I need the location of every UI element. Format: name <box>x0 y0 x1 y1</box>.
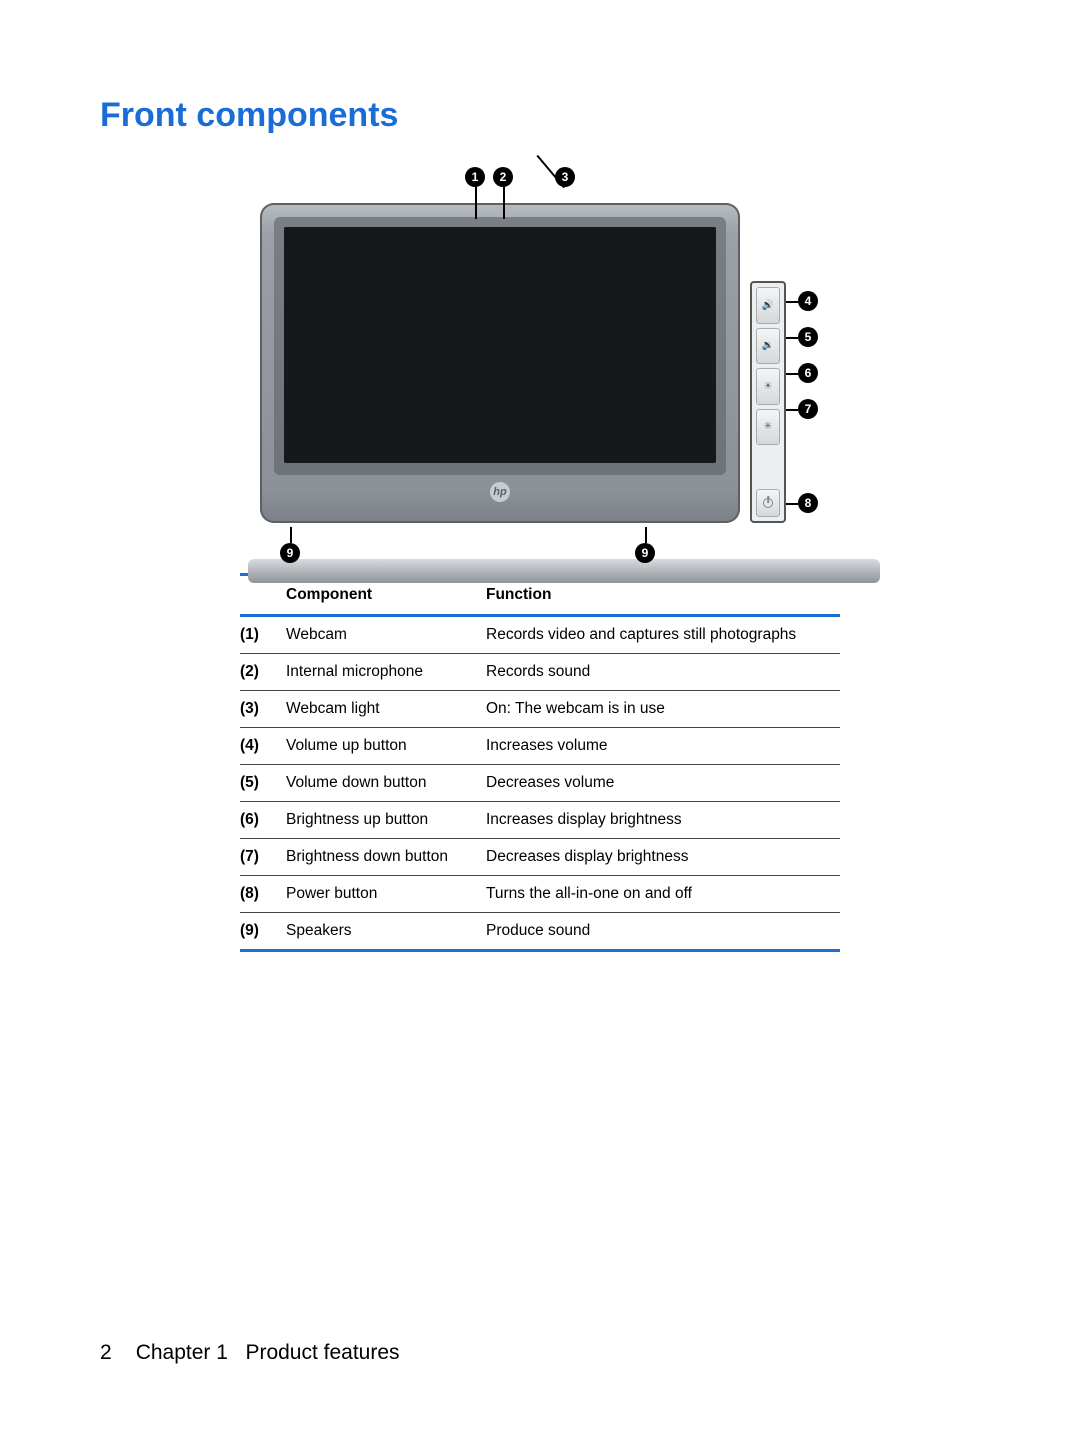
table-row: (3)Webcam lightOn: The webcam is in use <box>240 691 840 728</box>
cell-num: (9) <box>240 913 286 951</box>
callout-lead <box>503 187 505 219</box>
cell-component: Speakers <box>286 913 486 951</box>
callout-bubble-1: 1 <box>465 167 485 187</box>
cell-function: Turns the all-in-one on and off <box>486 876 840 913</box>
power-button-icon <box>756 489 780 517</box>
callout-bubble-9: 9 <box>635 543 655 563</box>
control-strip: 🔊 🔉 ☀ ✳ <box>750 281 786 523</box>
cell-component: Volume down button <box>286 765 486 802</box>
table-row: (8)Power buttonTurns the all-in-one on a… <box>240 876 840 913</box>
cell-num: (4) <box>240 728 286 765</box>
chapter-label: Chapter 1 <box>136 1341 228 1364</box>
hp-logo-icon: hp <box>490 482 510 502</box>
diagram-container: hp 🔊 🔉 ☀ ✳ 12 3 4 5 6 7 8 9 9 <box>100 163 980 563</box>
page-number: 2 <box>100 1341 112 1365</box>
cell-num: (3) <box>240 691 286 728</box>
cell-num: (7) <box>240 839 286 876</box>
callout-lead <box>786 409 798 411</box>
table-row: (7)Brightness down buttonDecreases displ… <box>240 839 840 876</box>
cell-function: Decreases display brightness <box>486 839 840 876</box>
table-row: (2)Internal microphoneRecords sound <box>240 654 840 691</box>
cell-component: Webcam <box>286 616 486 654</box>
callout-lead <box>475 187 477 219</box>
table-row: (9)SpeakersProduce sound <box>240 913 840 951</box>
monitor-outer: hp <box>260 203 740 523</box>
table-row: (1)WebcamRecords video and captures stil… <box>240 616 840 654</box>
cell-function: Decreases volume <box>486 765 840 802</box>
cell-num: (5) <box>240 765 286 802</box>
cell-component: Volume up button <box>286 728 486 765</box>
volume-down-icon: 🔉 <box>756 328 780 365</box>
monitor-chin: hp <box>274 475 726 509</box>
table-row: (6)Brightness up buttonIncreases display… <box>240 802 840 839</box>
cell-function: On: The webcam is in use <box>486 691 840 728</box>
callout-bubble-2: 2 <box>493 167 513 187</box>
cell-component: Webcam light <box>286 691 486 728</box>
callout-lead <box>786 503 798 505</box>
cell-component: Brightness down button <box>286 839 486 876</box>
cell-num: (8) <box>240 876 286 913</box>
cell-component: Internal microphone <box>286 654 486 691</box>
callout-lead <box>786 301 798 303</box>
callout-bubble-4: 4 <box>798 291 818 311</box>
components-table: Component Function (1)WebcamRecords vide… <box>240 573 840 952</box>
callout-bubble-3: 3 <box>555 167 575 187</box>
cell-function: Increases volume <box>486 728 840 765</box>
monitor-base <box>248 559 880 583</box>
table-row: (4)Volume up buttonIncreases volume <box>240 728 840 765</box>
chapter-title: Product features <box>245 1341 399 1364</box>
cell-function: Records video and captures still photogr… <box>486 616 840 654</box>
cell-component: Brightness up button <box>286 802 486 839</box>
callout-bubble-7: 7 <box>798 399 818 419</box>
cell-function: Increases display brightness <box>486 802 840 839</box>
callout-bubble-6: 6 <box>798 363 818 383</box>
callout-lead <box>290 527 292 543</box>
monitor-screen <box>284 227 716 463</box>
callout-bubble-8: 8 <box>798 493 818 513</box>
brightness-down-icon: ✳ <box>756 409 780 446</box>
callout-lead <box>786 373 798 375</box>
callout-lead <box>786 337 798 339</box>
callout-bubble-5: 5 <box>798 327 818 347</box>
callout-bubble-9: 9 <box>280 543 300 563</box>
table-row: (5)Volume down buttonDecreases volume <box>240 765 840 802</box>
cell-function: Records sound <box>486 654 840 691</box>
cell-num: (6) <box>240 802 286 839</box>
callout-lead <box>645 527 647 543</box>
cell-num: (2) <box>240 654 286 691</box>
cell-component: Power button <box>286 876 486 913</box>
section-heading: Front components <box>100 96 980 135</box>
volume-up-icon: 🔊 <box>756 287 780 324</box>
brightness-up-icon: ☀ <box>756 368 780 405</box>
front-components-diagram: hp 🔊 🔉 ☀ ✳ 12 3 4 5 6 7 8 9 9 <box>240 163 840 563</box>
cell-num: (1) <box>240 616 286 654</box>
page-footer: 2 Chapter 1 Product features <box>100 1341 400 1365</box>
cell-function: Produce sound <box>486 913 840 951</box>
